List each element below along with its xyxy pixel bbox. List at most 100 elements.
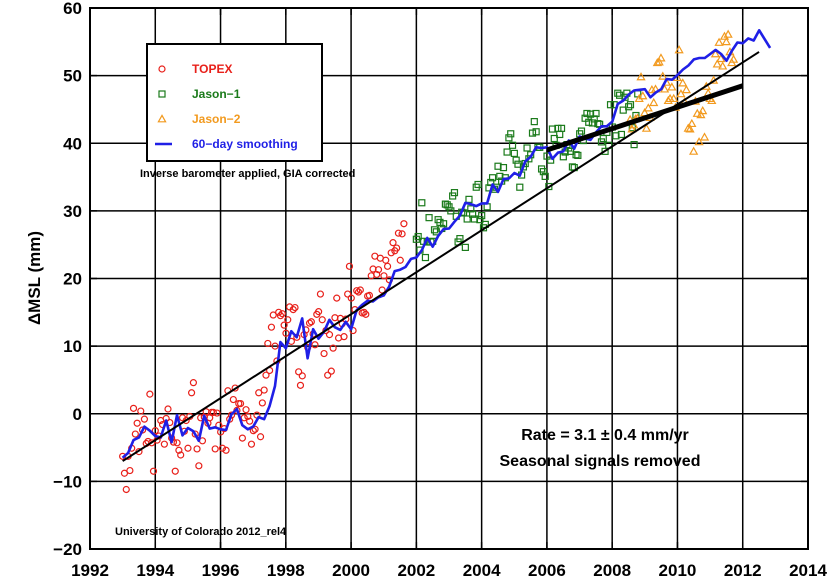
x-tick-label: 2010 (659, 561, 697, 580)
data-point (461, 243, 469, 251)
data-point (140, 415, 149, 423)
data-point (218, 444, 227, 452)
data-point (658, 71, 668, 80)
y-tick-labels: −20 −10 0 10 20 30 40 50 60 (53, 0, 82, 559)
legend-label-smoothing: 60−day smoothing (192, 137, 298, 151)
data-point (568, 163, 577, 171)
data-point (445, 203, 453, 211)
data-point (421, 253, 430, 262)
data-point (360, 308, 368, 316)
data-point (430, 226, 439, 234)
data-point (443, 201, 451, 209)
legend-markers (155, 65, 172, 146)
data-point (246, 417, 254, 425)
data-point (638, 91, 648, 100)
legend: TOPEX Jason−1 Jason−2 60−day smoothing (146, 43, 323, 162)
data-point (683, 123, 693, 132)
data-point (674, 45, 684, 54)
legend-label-jason1: Jason−1 (192, 87, 241, 101)
data-point (137, 407, 145, 415)
data-point (539, 168, 547, 176)
data-point (262, 371, 270, 379)
x-tick-label: 2012 (724, 561, 762, 580)
data-point (209, 408, 217, 416)
data-point (694, 137, 704, 146)
data-point (264, 339, 272, 348)
data-point (545, 182, 553, 191)
data-point (329, 344, 337, 352)
data-point (193, 445, 201, 453)
tick-marks (89, 7, 809, 550)
data-point (380, 272, 388, 280)
data-point (276, 312, 285, 320)
data-point (238, 434, 246, 442)
data-point (723, 29, 733, 38)
data-point (353, 287, 361, 295)
x-tick-label: 2014 (789, 561, 827, 580)
data-point (599, 134, 607, 143)
x-tick-label: 1996 (202, 561, 240, 580)
data-point (184, 444, 192, 452)
data-point (710, 49, 721, 58)
data-point (541, 172, 549, 180)
data-point (365, 291, 374, 300)
x-tick-label: 2000 (332, 561, 370, 580)
data-point (636, 72, 646, 81)
correction-note: Inverse barometer applied, GIA corrected (140, 168, 355, 180)
data-point (298, 372, 306, 380)
data-point (572, 151, 580, 159)
x-tick-label: 2006 (528, 561, 566, 580)
data-point (474, 180, 482, 189)
seasonal-annotation: Seasonal signals removed (500, 453, 701, 470)
data-point (260, 386, 268, 394)
data-point (463, 215, 471, 223)
data-point (213, 409, 221, 417)
data-point (195, 462, 203, 470)
data-point (594, 120, 602, 128)
data-point (324, 371, 332, 379)
x-tick-label: 2008 (593, 561, 631, 580)
legend-marker-square (158, 90, 166, 98)
data-point (362, 310, 370, 318)
data-point (164, 405, 172, 413)
jason2-trend-line (546, 83, 744, 153)
data-point (305, 319, 314, 327)
data-point (378, 286, 386, 294)
data-point (656, 53, 666, 62)
data-point (719, 31, 730, 40)
data-point (373, 270, 381, 279)
data-point (256, 433, 265, 441)
data-point (171, 467, 179, 475)
data-point (146, 390, 154, 398)
data-point (311, 341, 319, 349)
data-point (307, 318, 315, 326)
data-point (189, 379, 198, 387)
data-point (173, 439, 181, 447)
data-point (667, 82, 677, 91)
data-point (716, 53, 726, 63)
data-point (559, 153, 567, 161)
data-point (728, 54, 739, 63)
data-point (627, 124, 637, 133)
y-tick-label: 50 (63, 67, 82, 86)
data-point (488, 174, 497, 182)
data-point (345, 262, 354, 270)
data-point (707, 95, 717, 105)
data-point (356, 286, 364, 294)
data-point (129, 404, 138, 412)
data-point (505, 134, 513, 142)
data-point (652, 57, 662, 67)
data-point (476, 216, 484, 224)
data-point (528, 129, 537, 137)
data-point (400, 220, 408, 228)
data-point (699, 132, 710, 141)
data-point (601, 147, 609, 155)
data-point (617, 130, 626, 139)
data-point (280, 321, 288, 329)
source-annotation: University of Colorado 2012_rel4 (115, 526, 287, 538)
data-point (344, 290, 352, 298)
data-point (389, 239, 397, 247)
data-point (625, 103, 633, 111)
data-point (643, 103, 653, 112)
